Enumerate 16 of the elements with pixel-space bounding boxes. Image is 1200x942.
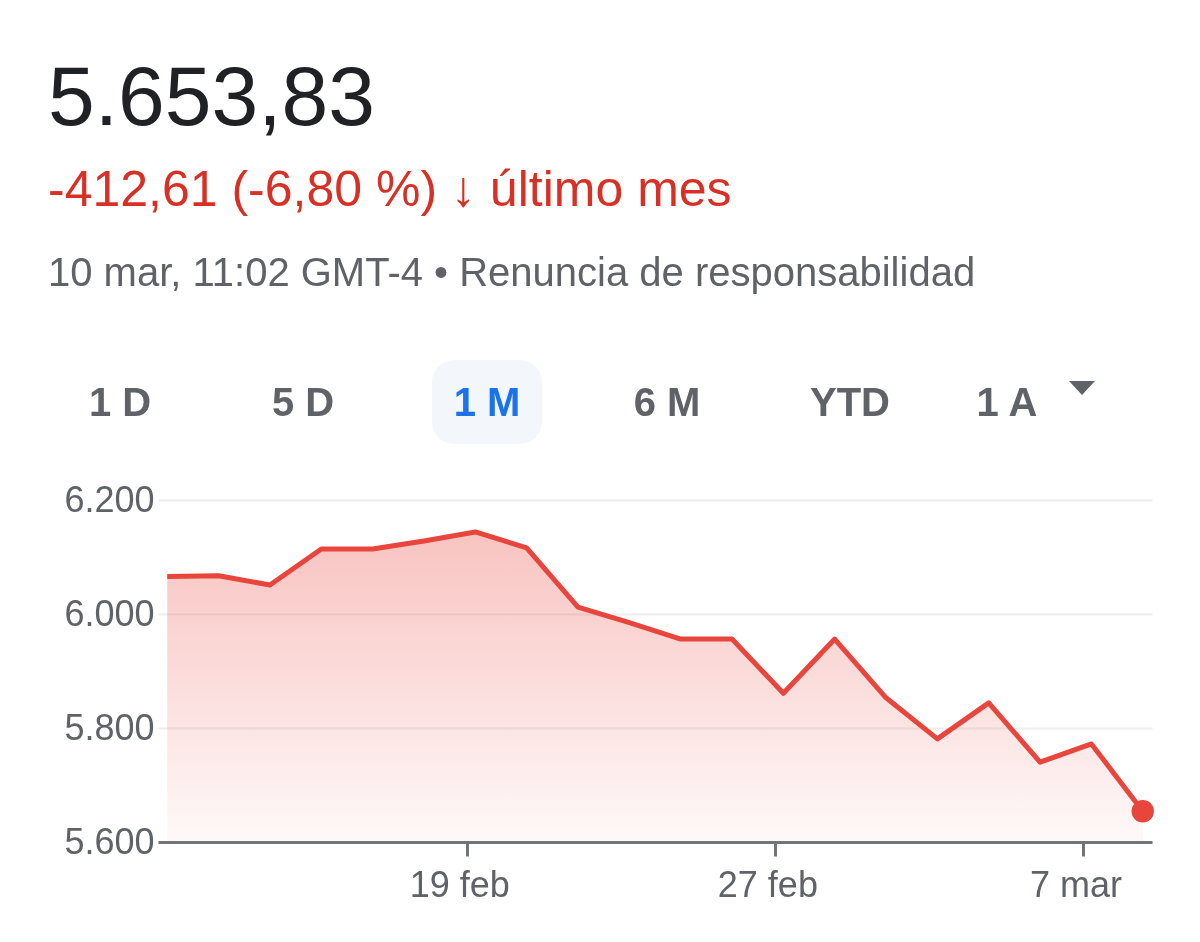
y-tick-label: 6.000 xyxy=(64,592,155,634)
x-tick-label: 27 feb xyxy=(717,863,818,905)
text: 5 D xyxy=(270,379,336,426)
x-tick-label: 19 feb xyxy=(409,863,510,905)
text: 1 A xyxy=(975,379,1039,426)
chart-title: 5.653,83 xyxy=(48,48,375,145)
y-tick-label: 6.200 xyxy=(64,478,155,520)
text: 10 mar, 11:02 GMT-4 • Renuncia de responsabilidad xyxy=(48,250,976,295)
x-tick-label: 7 mar xyxy=(1029,863,1122,905)
text: 1 M xyxy=(432,360,542,444)
text: 1 D xyxy=(87,379,153,426)
y-tick-label: 5.600 xyxy=(64,820,155,862)
text: YTD xyxy=(809,379,891,426)
chart-subtitle: -412,61 (-6,80 %) ↓ último mes xyxy=(48,160,732,218)
y-tick-label: 5.800 xyxy=(64,706,155,748)
text: 6 M xyxy=(632,379,702,426)
